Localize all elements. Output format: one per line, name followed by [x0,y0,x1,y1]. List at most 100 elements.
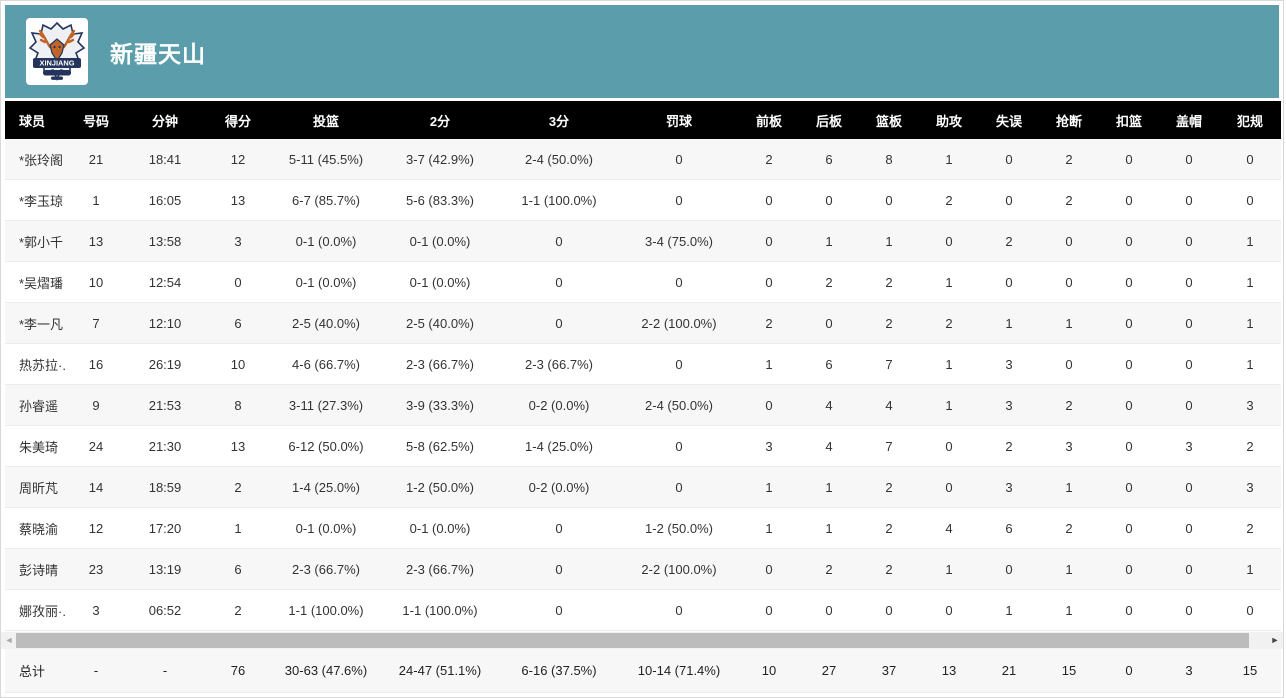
cell-oreb: 0 [765,602,773,618]
horizontal-scrollbar[interactable]: ◄ ► [1,632,1283,649]
cell-ast: 2 [945,315,953,331]
deer-logo-icon: XINJIANG [28,21,86,81]
cell-ast: 1 [945,397,953,413]
totals-row: 总计 - - 76 30-63 (47.6%) 24-47 (51.1%) 6-16 (37… [5,649,1281,693]
cell-blk: 3 [1185,438,1193,454]
cell-3pt: 2-3 (66.7%) [525,356,593,372]
cell-points: 0 [234,274,242,290]
cell-dreb: 1 [825,520,833,536]
cell-pf: 1 [1246,233,1254,249]
cell-blk: 0 [1185,397,1193,413]
cell-fg: 0-1 (0.0%) [295,274,357,290]
player-row: *李一凡 7 12:10 6 2-5 (40.0%) 2-5 (40.0%) 0 2-2 (1… [5,302,1281,344]
player-row: *吴熠璠 10 12:54 0 0-1 (0.0%) 0-1 (0.0%) 0 0 0 2 2 1 0 0… [5,261,1281,303]
cell-player: *郭小千 [19,234,64,250]
cell-minutes: 06:52 [148,602,182,618]
cell-dunk: 0 [1125,315,1133,331]
cell-tov: 6 [1005,520,1013,536]
cell-ft: 0 [675,602,683,618]
cell-dunk: 0 [1125,397,1133,413]
total-ft: 10-14 (71.4%) [637,663,721,678]
cell-pf: 3 [1246,479,1254,495]
cell-oreb: 0 [765,274,773,290]
cell-2pt: 5-8 (62.5%) [406,438,474,454]
cell-reb: 2 [885,520,893,536]
cell-player: 彭诗晴 [19,562,59,578]
cell-reb: 8 [885,151,893,167]
column-header-oreb: 前板 [739,101,799,139]
cell-number: 9 [92,397,100,413]
totals-table: 总计 - - 76 30-63 (47.6%) 24-47 (51.1%) 6-16 (37… [5,649,1281,693]
column-header-reb: 篮板 [859,101,919,139]
cell-points: 13 [230,438,246,454]
total-fg: 30-63 (47.6%) [284,663,368,678]
cell-dreb: 0 [825,192,833,208]
cell-player: *吴熠璠 [19,275,64,291]
player-row: 娜孜丽·... 3 06:52 2 1-1 (100.0%) 1-1 (100.0%) 0 0… [5,589,1281,631]
cell-minutes: 26:19 [148,356,182,372]
column-header-2pt: 2分 [381,101,499,139]
cell-blk: 0 [1185,274,1193,290]
cell-ft: 0 [675,151,683,167]
cell-3pt: 0 [555,602,563,618]
cell-2pt: 1-2 (50.0%) [406,479,474,495]
cell-reb: 4 [885,397,893,413]
cell-points: 1 [234,520,242,536]
cell-ft: 1-2 (50.0%) [645,520,713,536]
cell-oreb: 1 [765,356,773,372]
cell-minutes: 18:59 [148,479,182,495]
box-score-table: 球员 号码 分钟 得分 投篮 2分 3分 罚球 前板 后板 篮板 助攻 失误 抢断 扣篮 盖帽 犯规 *张玲阁 2… [5,101,1281,631]
cell-blk: 0 [1185,479,1193,495]
cell-ast: 0 [945,479,953,495]
cell-dreb: 1 [825,479,833,495]
cell-2pt: 5-6 (83.3%) [406,192,474,208]
cell-minutes: 16:05 [148,192,182,208]
cell-ast: 0 [945,602,953,618]
column-header-tov: 失误 [979,101,1039,139]
bottom-padding [1,693,1283,697]
cell-minutes: 18:41 [148,151,182,167]
cell-blk: 0 [1185,192,1193,208]
cell-tov: 3 [1005,356,1013,372]
cell-ast: 1 [945,151,953,167]
cell-2pt: 0-1 (0.0%) [409,274,471,290]
cell-dunk: 0 [1125,192,1133,208]
column-header-3pt: 3分 [499,101,619,139]
total-dreb: 27 [821,663,837,678]
cell-stl: 0 [1065,356,1073,372]
cell-number: 23 [88,561,104,577]
cell-number: 3 [92,602,100,618]
total-number: - [93,663,99,678]
player-row: *张玲阁 21 18:41 12 5-11 (45.5%) 3-7 (42.9%) 2-4 … [5,139,1281,180]
cell-2pt: 2-5 (40.0%) [406,315,474,331]
cell-dunk: 0 [1125,479,1133,495]
total-points: 76 [230,663,246,678]
cell-fg: 6-12 (50.0%) [288,438,364,454]
scrollbar-thumb[interactable] [16,633,1249,648]
scroll-right-button[interactable]: ► [1270,635,1280,645]
cell-minutes: 21:53 [148,397,182,413]
cell-ft: 0 [675,274,683,290]
cell-reb: 2 [885,315,893,331]
cell-player: *李一凡 [19,316,64,332]
cell-player: *张玲阁 [19,152,64,168]
cell-player: 热苏拉·... [19,357,67,373]
scroll-left-button[interactable]: ◄ [4,635,14,645]
cell-player: 蔡晓渝 [19,521,59,537]
cell-reb: 2 [885,274,893,290]
cell-oreb: 2 [765,151,773,167]
total-3pt: 6-16 (37.5%) [521,663,597,678]
cell-fg: 3-11 (27.3%) [288,397,364,413]
cell-oreb: 0 [765,233,773,249]
cell-player: 周昕芃 [19,480,59,496]
cell-ft: 0 [675,438,683,454]
cell-dreb: 6 [825,356,833,372]
cell-oreb: 0 [765,397,773,413]
player-row: 蔡晓渝 12 17:20 1 0-1 (0.0%) 0-1 (0.0%) 0 1-2 (50.… [5,507,1281,549]
cell-fg: 5-11 (45.5%) [288,151,364,167]
player-row: 彭诗晴 23 13:19 6 2-3 (66.7%) 2-3 (66.7%) 0 2-2 (1… [5,548,1281,590]
cell-pf: 3 [1246,397,1254,413]
cell-pf: 0 [1246,602,1254,618]
column-header-player: 球员 [5,101,67,139]
cell-minutes: 12:54 [148,274,182,290]
